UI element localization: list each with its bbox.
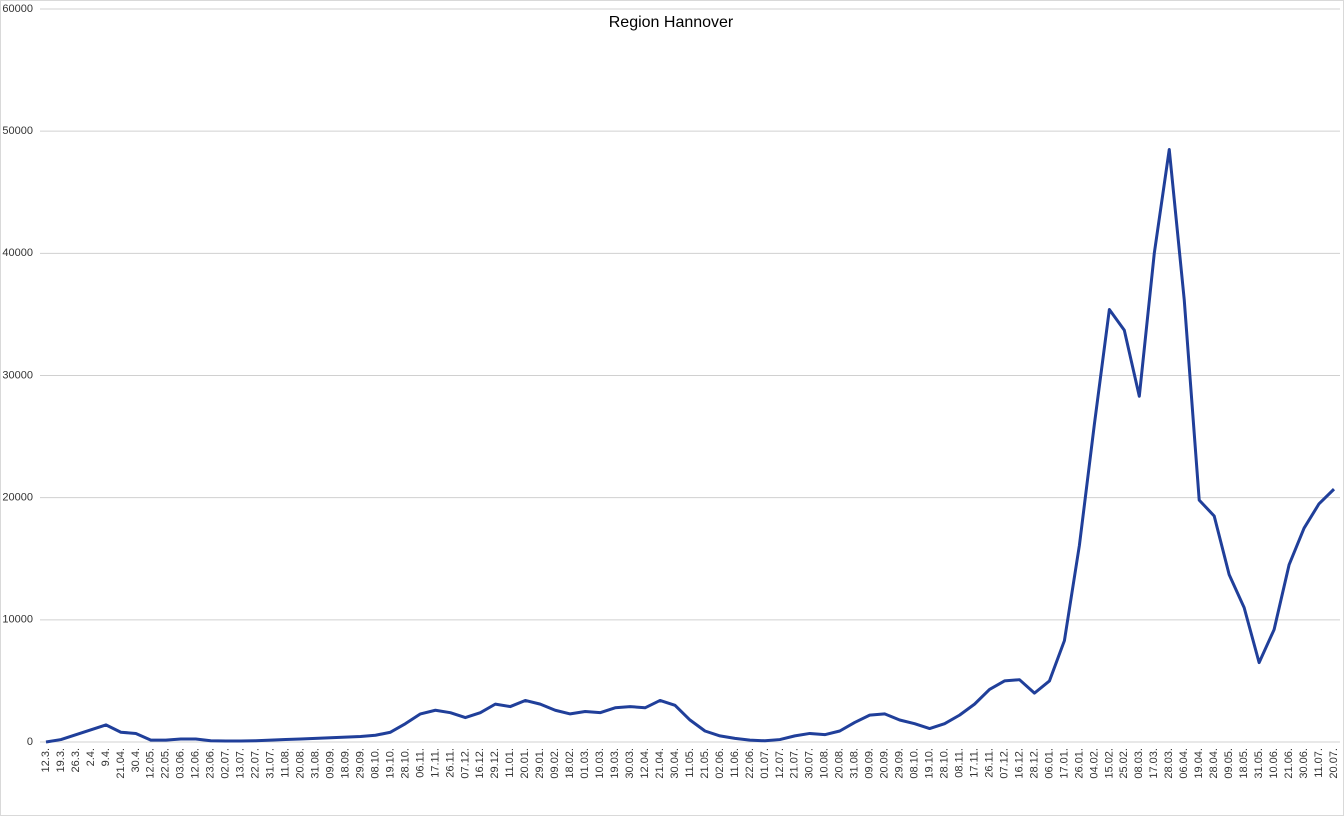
x-tick-label: 12.05. (145, 748, 157, 779)
x-tick-label: 09.09. (864, 748, 876, 779)
x-tick-label: 21.07. (789, 748, 801, 779)
x-tick-label: 19.10. (384, 748, 396, 779)
x-tick-label: 11.06. (729, 748, 741, 778)
x-tick-label: 28.10. (399, 748, 411, 779)
x-tick-label: 21.04. (654, 748, 666, 779)
x-tick-label: 01.03. (579, 748, 591, 779)
x-tick-label: 26.11. (444, 748, 456, 778)
x-tick-label: 21.06. (1283, 748, 1295, 779)
x-tick-label: 22.05. (160, 748, 172, 779)
x-tick-label: 17.01. (1058, 748, 1070, 779)
x-tick-label: 21.04. (115, 748, 127, 779)
x-tick-label: 12.07. (774, 748, 786, 779)
x-tick-label: 02.06. (714, 748, 726, 779)
x-tick-label: 19.04. (1193, 748, 1205, 779)
x-tick-label: 16.12. (1013, 748, 1025, 779)
x-tick-label: 10.03. (594, 748, 606, 779)
x-tick-label: 12.06. (190, 748, 202, 779)
x-tick-label: 29.12. (489, 748, 501, 779)
x-tick-label: 2.4. (85, 748, 97, 766)
x-tick-label: 28.04. (1208, 748, 1220, 779)
x-tick-label: 31.08. (309, 748, 321, 779)
y-tick-label: 10000 (2, 614, 33, 626)
x-tick-label: 30.03. (624, 748, 636, 779)
x-tick-label: 25.02. (1118, 748, 1130, 779)
x-tick-label: 07.12. (998, 748, 1010, 779)
x-tick-label: 20.09. (879, 748, 891, 779)
x-tick-label: 29.09. (354, 748, 366, 779)
x-tick-label: 08.03. (1133, 748, 1145, 779)
y-tick-label: 0 (27, 736, 33, 748)
x-tick-label: 06.01. (1043, 748, 1055, 779)
x-tick-label: 28.03. (1163, 748, 1175, 779)
x-tick-label: 17.11. (968, 748, 980, 778)
x-tick-label: 07.12. (459, 748, 471, 779)
x-tick-label: 17.11. (429, 748, 441, 778)
x-tick-label: 21.05. (699, 748, 711, 779)
y-tick-label: 40000 (2, 247, 33, 259)
x-tick-label: 30.07. (804, 748, 816, 779)
x-tick-label: 20.01. (519, 748, 531, 779)
x-tick-label: 28.12. (1028, 748, 1040, 779)
x-tick-label: 11.08. (280, 748, 292, 778)
x-tick-label: 30.4. (130, 748, 142, 772)
x-tick-label: 06.11. (414, 748, 426, 778)
x-tick-label: 01.07. (759, 748, 771, 779)
x-tick-label: 09.02. (549, 748, 561, 779)
chart-title: Region Hannover (609, 14, 734, 31)
x-tick-label: 18.05. (1238, 748, 1250, 779)
x-tick-label: 11.01. (504, 748, 516, 778)
x-tick-label: 10.06. (1268, 748, 1280, 779)
y-tick-label: 20000 (2, 492, 33, 504)
x-tick-label: 06.04. (1178, 748, 1190, 779)
x-tick-label: 29.09. (894, 748, 906, 779)
x-tick-label: 22.07. (250, 748, 262, 779)
x-tick-label: 11.05. (684, 748, 696, 778)
x-tick-label: 31.05. (1253, 748, 1265, 779)
y-tick-label: 30000 (2, 369, 33, 381)
x-tick-label: 28.10. (939, 748, 951, 779)
x-tick-label: 18.02. (564, 748, 576, 779)
x-tick-label: 30.06. (1298, 748, 1310, 779)
x-tick-label: 13.07. (235, 748, 247, 779)
x-tick-label: 26.3. (70, 748, 82, 772)
x-tick-label: 9.4. (100, 748, 112, 766)
x-tick-label: 29.01. (534, 748, 546, 779)
x-tick-label: 20.08. (834, 748, 846, 779)
x-tick-label: 17.03. (1148, 748, 1160, 779)
x-tick-label: 22.06. (744, 748, 756, 779)
x-tick-label: 16.12. (474, 748, 486, 779)
x-tick-label: 18.09. (339, 748, 351, 779)
x-tick-label: 08.11. (953, 748, 965, 778)
x-tick-label: 12.3. (40, 748, 52, 772)
x-tick-label: 20.07. (1328, 748, 1340, 779)
x-tick-label: 23.06. (205, 748, 217, 779)
x-tick-label: 04.02. (1088, 748, 1100, 779)
x-tick-label: 26.11. (983, 748, 995, 778)
x-tick-label: 03.06. (175, 748, 187, 779)
x-tick-label: 20.08. (295, 748, 307, 779)
y-tick-label: 50000 (2, 125, 33, 137)
x-tick-label: 08.10. (909, 748, 921, 779)
x-tick-label: 02.07. (220, 748, 232, 779)
data-line (45, 147, 1336, 744)
x-tick-label: 31.08. (849, 748, 861, 779)
x-tick-label: 19.10. (924, 748, 936, 779)
x-tick-label: 30.04. (669, 748, 681, 779)
x-tick-label: 12.04. (639, 748, 651, 779)
x-tick-label: 26.01. (1073, 748, 1085, 779)
y-tick-label: 60000 (2, 3, 33, 15)
x-tick-label: 08.10. (369, 748, 381, 779)
x-tick-label: 31.07. (265, 748, 277, 779)
x-tick-label: 09.05. (1223, 748, 1235, 779)
x-tick-label: 19.03. (609, 748, 621, 779)
x-tick-label: 11.07. (1313, 748, 1325, 778)
x-tick-label: 15.02. (1103, 748, 1115, 779)
x-tick-label: 19.3. (55, 748, 67, 772)
x-tick-label: 09.09. (324, 748, 336, 779)
x-tick-label: 10.08. (819, 748, 831, 779)
